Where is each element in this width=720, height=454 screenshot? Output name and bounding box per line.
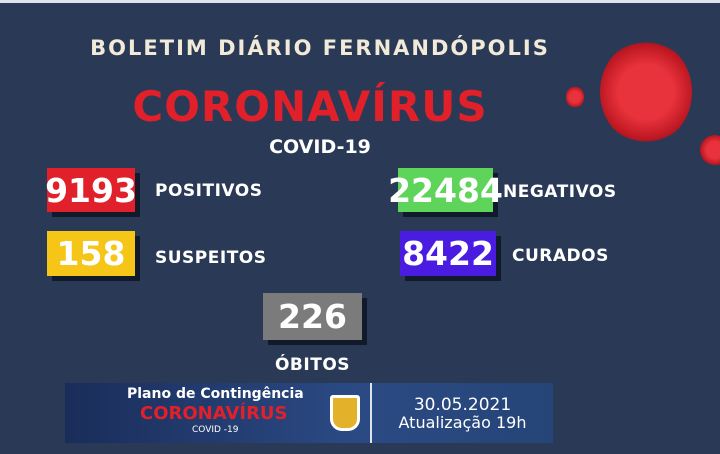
- negativos-count: 22484: [388, 168, 503, 212]
- curados-label: CURADOS: [512, 246, 609, 266]
- negativos-label: NEGATIVOS: [503, 182, 617, 202]
- footer-banner: Plano de Contingência CORONAVÍRUS COVID …: [65, 383, 553, 443]
- banner-date: 30.05.2021: [413, 395, 512, 415]
- coronavirus-icon: [566, 86, 584, 108]
- suspeitos-label: SUSPEITOS: [155, 248, 267, 268]
- suspeitos-count: 158: [47, 231, 135, 276]
- coronavirus-icon: [600, 40, 692, 144]
- curados-count: 8422: [400, 231, 496, 276]
- page-title: BOLETIM DIÁRIO FERNANDÓPOLIS: [90, 36, 550, 60]
- banner-plan-title: Plano de Contingência: [127, 386, 304, 402]
- positivos-label: POSITIVOS: [155, 181, 263, 201]
- headline: CORONAVÍRUS: [132, 82, 488, 131]
- banner-update-time: Atualização 19h: [398, 413, 527, 432]
- positivos-count: 9193: [45, 168, 137, 212]
- banner-covid: COVID -19: [192, 425, 239, 435]
- subtitle: COVID-19: [269, 136, 371, 158]
- banner-coronavirus: CORONAVÍRUS: [140, 403, 288, 424]
- banner-divider: [370, 383, 372, 443]
- top-strip: [0, 0, 720, 3]
- coronavirus-icon: [700, 135, 720, 165]
- obitos-label: ÓBITOS: [274, 355, 351, 375]
- city-coat-of-arms-icon: [330, 395, 360, 431]
- obitos-count: 226: [263, 293, 362, 340]
